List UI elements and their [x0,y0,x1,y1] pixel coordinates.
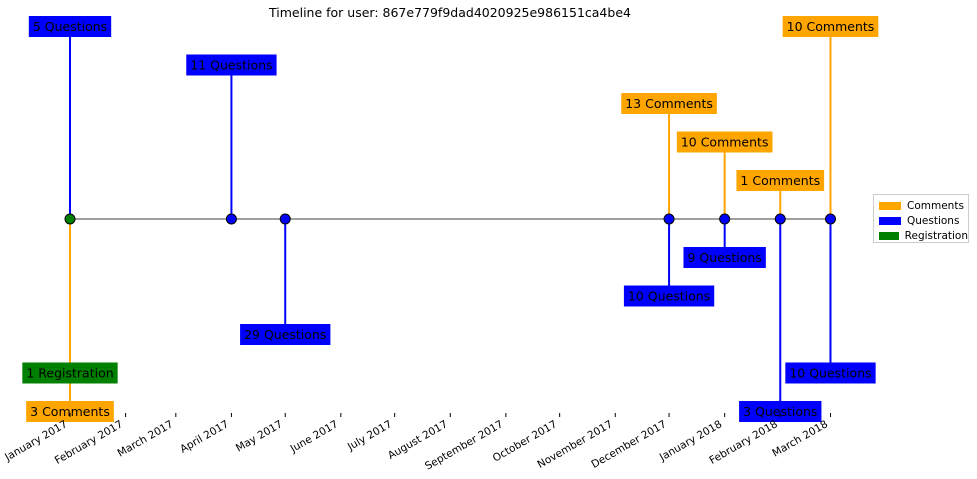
x-tick-label: May 2017 [234,418,285,454]
legend-entry-comments: Comments [879,198,968,213]
event-label: 13 Comments [621,93,717,114]
x-tick-label: March 2018 [770,418,830,459]
event-point [774,213,786,225]
event-points [64,213,836,225]
event-label: 11 Questions [186,54,277,76]
legend-label-questions: Questions [907,214,960,227]
legend-swatch-comments [879,201,901,210]
event-label-box [739,401,822,422]
event-label-box [26,401,114,422]
event-label-box [782,16,879,37]
event-labels: 5 Questions 1 Registration 3 Comments 11 Qu… [22,16,879,422]
event-label-text: 1 Registration [26,366,113,381]
event-label-text: 5 Questions [33,19,107,34]
event-label-box [683,247,766,268]
event-label: 1 Registration [22,362,118,384]
event-point [279,213,291,225]
event-label-box [676,131,773,153]
event-label-text: 10 Questions [789,366,871,381]
event-label: 1 Comments [736,170,825,191]
event-label: 10 Comments [782,16,879,37]
event-label-text: 9 Questions [687,250,761,265]
event-label-text: 29 Questions [244,327,326,342]
event-label-text: 10 Questions [628,289,710,304]
event-label-box [785,362,876,384]
event-label-text: 10 Comments [681,135,769,150]
event-label: 9 Questions [683,247,766,268]
event-label-box [621,93,717,114]
event-point [719,213,731,225]
event-point [824,213,836,225]
event-label: 5 Questions [28,16,112,37]
legend-swatch-questions [879,216,901,225]
event-label-box [28,16,112,37]
event-label: 10 Questions [785,362,876,384]
legend: Comments Questions Registration [873,194,969,243]
x-tick-label: March 2017 [116,418,176,459]
event-label: 3 Questions [739,401,822,422]
event-label: 29 Questions [240,324,331,345]
x-tick-label: July 2017 [345,418,394,453]
event-label-text: 1 Comments [740,173,820,188]
event-label-box [623,285,715,307]
event-label-text: 13 Comments [625,96,713,111]
event-point [663,213,675,225]
event-label-box [736,170,825,191]
legend-label-registration: Registration [904,229,968,242]
chart-title: Timeline for user: 867e779f9dad4020925e9… [268,5,631,20]
event-label-box [186,54,277,76]
event-point [225,213,237,225]
x-tick-label: April 2017 [178,418,231,455]
event-label-text: 3 Questions [743,404,817,419]
event-stems [69,26,832,412]
legend-swatch-registration [879,231,899,240]
legend-entry-questions: Questions [879,213,968,228]
legend-label-comments: Comments [907,199,964,212]
event-label: 10 Questions [623,285,715,307]
x-tick-label: June 2017 [288,418,341,455]
event-label: 3 Comments [26,401,114,422]
legend-entry-registration: Registration [879,228,968,243]
event-label: 10 Comments [676,131,773,153]
event-label-text: 11 Questions [190,58,272,73]
event-point [64,213,76,225]
event-label-text: 10 Comments [787,19,875,34]
event-label-text: 3 Comments [30,404,110,419]
event-label-box [240,324,331,345]
event-label-box [22,362,118,384]
